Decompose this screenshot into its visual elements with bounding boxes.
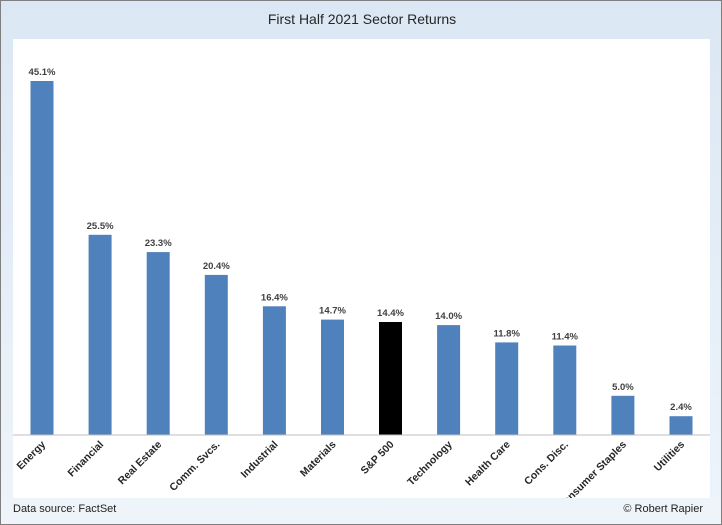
- copyright-credit: © Robert Rapier: [623, 503, 703, 515]
- plot-area: 45.1% Energy 25.5% Financial 23.3% Real Estat…: [13, 39, 710, 498]
- data-source-note: Data source: FactSet: [13, 503, 117, 515]
- data-label: 45.1%: [29, 67, 56, 78]
- bar: [321, 319, 344, 435]
- data-label: 14.7%: [319, 306, 346, 317]
- chart-title: First Half 2021 Sector Returns: [267, 11, 457, 27]
- data-label: 16.4%: [261, 292, 288, 303]
- data-label: 25.5%: [87, 221, 114, 232]
- bar: [146, 252, 170, 435]
- data-label: 11.4%: [552, 332, 579, 343]
- category-label: Cons. Disc.: [522, 439, 571, 488]
- data-label: 14.0%: [435, 311, 462, 322]
- bar: [611, 395, 635, 435]
- data-label: 20.4%: [203, 261, 230, 272]
- bar: [262, 306, 286, 435]
- bar: [30, 81, 54, 435]
- bar: [553, 345, 577, 435]
- bar: [495, 342, 519, 435]
- bar: [437, 325, 461, 435]
- bar: [204, 274, 228, 435]
- data-label: 23.3%: [145, 238, 172, 249]
- category-label: Health Care: [463, 439, 513, 489]
- category-label: S&P 500: [359, 439, 397, 477]
- data-label: 2.4%: [670, 402, 692, 413]
- bar: [88, 234, 112, 435]
- category-label: Comm. Svcs.: [167, 439, 222, 494]
- category-label: Financial: [66, 439, 107, 480]
- bar: [669, 416, 693, 435]
- data-label: 11.8%: [493, 328, 520, 339]
- category-label: Real Estate: [116, 439, 165, 488]
- category-label: Industrial: [239, 439, 281, 481]
- data-label: 5.0%: [612, 382, 634, 393]
- category-label: Materials: [298, 439, 339, 480]
- category-label: Technology: [405, 439, 455, 489]
- bar-chart: 45.1% Energy 25.5% Financial 23.3% Real Estat…: [13, 67, 710, 498]
- category-label: Utilities: [652, 439, 687, 474]
- data-label: 14.4%: [377, 308, 404, 319]
- bar: [379, 322, 402, 435]
- category-label: Energy: [14, 439, 48, 473]
